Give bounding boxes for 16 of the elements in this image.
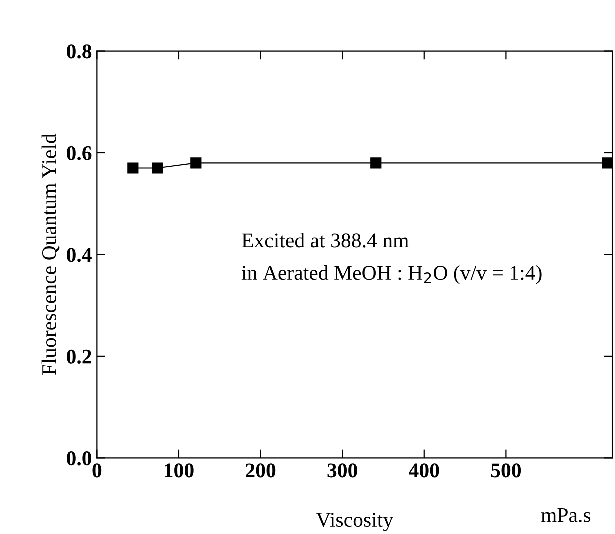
y-tick-label: 0.8	[67, 44, 92, 59]
x-tick-label: 200	[246, 464, 276, 478]
y-tick-label: 0.6	[67, 146, 92, 161]
y-axis-title: Fluorescence Quantum Yield	[42, 134, 60, 376]
annotation: in Aerated MeOH : H$_{2}$O (v/v = 1:4)	[242, 265, 542, 284]
x-axis-title: Viscosity	[316, 513, 394, 532]
x-tick-label: 500	[491, 464, 522, 478]
x-tick-label: 0	[92, 464, 102, 478]
annotation: Excited at 388.4 nm	[242, 233, 409, 248]
x-tick-label: 300	[328, 464, 358, 478]
text: mPa.s	[541, 508, 591, 522]
y-tick-label: 0.0	[67, 452, 92, 466]
y-tick-label: 0.2	[67, 350, 92, 364]
x-tick-label: 400	[409, 464, 440, 478]
y-tick-label: 0.4	[67, 248, 92, 262]
x-tick-label: 100	[165, 464, 194, 478]
